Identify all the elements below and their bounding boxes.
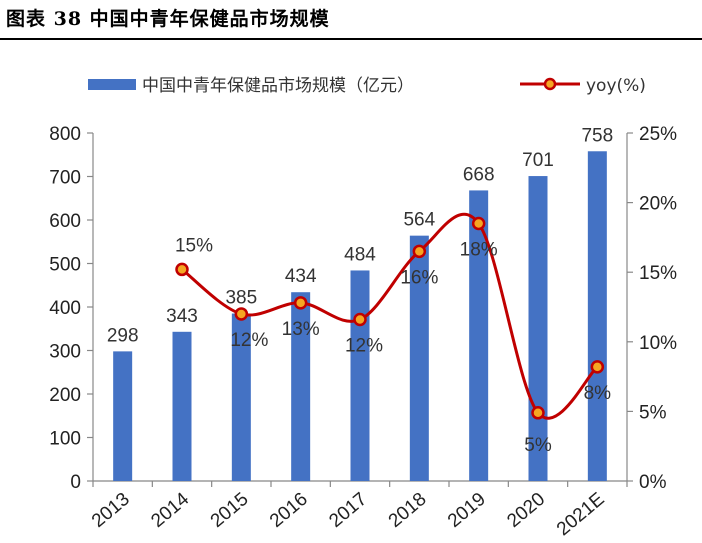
yoy-value-label: 13% bbox=[282, 319, 320, 340]
bar-value-label: 758 bbox=[581, 125, 613, 146]
bar-value-label: 298 bbox=[107, 325, 139, 346]
bar bbox=[172, 331, 192, 481]
x-tick-label: 2021E bbox=[553, 489, 609, 540]
y-left-tick-label: 500 bbox=[49, 255, 81, 276]
yoy-marker bbox=[531, 406, 545, 420]
y-left-tick-label: 800 bbox=[49, 124, 81, 145]
y-left-tick-label: 700 bbox=[49, 168, 81, 189]
y-left-tick-label: 0 bbox=[70, 472, 81, 493]
yoy-value-label: 5% bbox=[524, 435, 552, 456]
yoy-marker bbox=[590, 360, 605, 374]
bar-value-label: 701 bbox=[522, 150, 554, 171]
yoy-marker bbox=[234, 307, 249, 321]
y-left-tick-label: 600 bbox=[49, 211, 81, 232]
y-left-tick-label: 100 bbox=[49, 429, 81, 450]
x-tick-label: 2016 bbox=[266, 489, 312, 532]
bar-value-label: 434 bbox=[285, 266, 317, 287]
yoy-marker bbox=[353, 312, 367, 327]
yoy-value-label: 8% bbox=[584, 383, 612, 404]
bar bbox=[469, 190, 489, 482]
figure-title: 图表 38 中国中青年保健品市场规模 bbox=[6, 8, 330, 30]
y-left-tick-label: 200 bbox=[49, 385, 81, 406]
y-right-tick-label: 25% bbox=[639, 124, 677, 145]
yoy-value-label: 18% bbox=[460, 239, 498, 260]
yoy-marker bbox=[412, 244, 427, 259]
bar bbox=[231, 313, 251, 481]
yoy-value-label: 12% bbox=[345, 336, 383, 357]
x-tick-label: 2020 bbox=[503, 489, 549, 532]
y-right-tick-label: 10% bbox=[639, 333, 677, 354]
x-tick-label: 2018 bbox=[385, 489, 431, 532]
bar-value-label: 564 bbox=[403, 210, 435, 231]
legend-line-marker bbox=[543, 77, 557, 91]
bar bbox=[113, 351, 133, 481]
legend-line-label: yoy(%) bbox=[586, 76, 646, 96]
x-tick-label: 2014 bbox=[147, 488, 193, 532]
yoy-value-label: 15% bbox=[175, 235, 213, 256]
x-tick-label: 2013 bbox=[88, 489, 134, 532]
bar-value-label: 484 bbox=[344, 244, 376, 265]
yoy-marker bbox=[471, 216, 486, 231]
y-left-tick-label: 300 bbox=[49, 342, 81, 363]
bar-value-label: 385 bbox=[225, 288, 257, 309]
y-right-tick-label: 0% bbox=[639, 472, 667, 493]
x-tick-label: 2019 bbox=[444, 489, 490, 532]
yoy-value-label: 16% bbox=[400, 267, 438, 288]
yoy-marker bbox=[293, 296, 308, 310]
bar bbox=[409, 235, 429, 481]
y-right-tick-label: 5% bbox=[639, 402, 667, 423]
legend-bar-swatch bbox=[88, 79, 136, 90]
y-right-tick-label: 20% bbox=[639, 194, 677, 215]
title-rule bbox=[0, 38, 702, 40]
bar-value-label: 343 bbox=[166, 306, 198, 327]
bar-value-label: 668 bbox=[463, 164, 495, 185]
x-tick-label: 2015 bbox=[207, 489, 253, 532]
yoy-marker bbox=[175, 262, 189, 277]
bar bbox=[587, 151, 607, 481]
y-left-tick-label: 400 bbox=[49, 298, 81, 319]
y-right-tick-label: 15% bbox=[639, 263, 677, 284]
legend-bar-label: 中国中青年保健品市场规模（亿元） bbox=[142, 76, 414, 96]
bar bbox=[350, 270, 370, 481]
bar bbox=[291, 292, 311, 481]
x-tick-label: 2017 bbox=[325, 489, 371, 532]
yoy-value-label: 12% bbox=[230, 330, 268, 351]
